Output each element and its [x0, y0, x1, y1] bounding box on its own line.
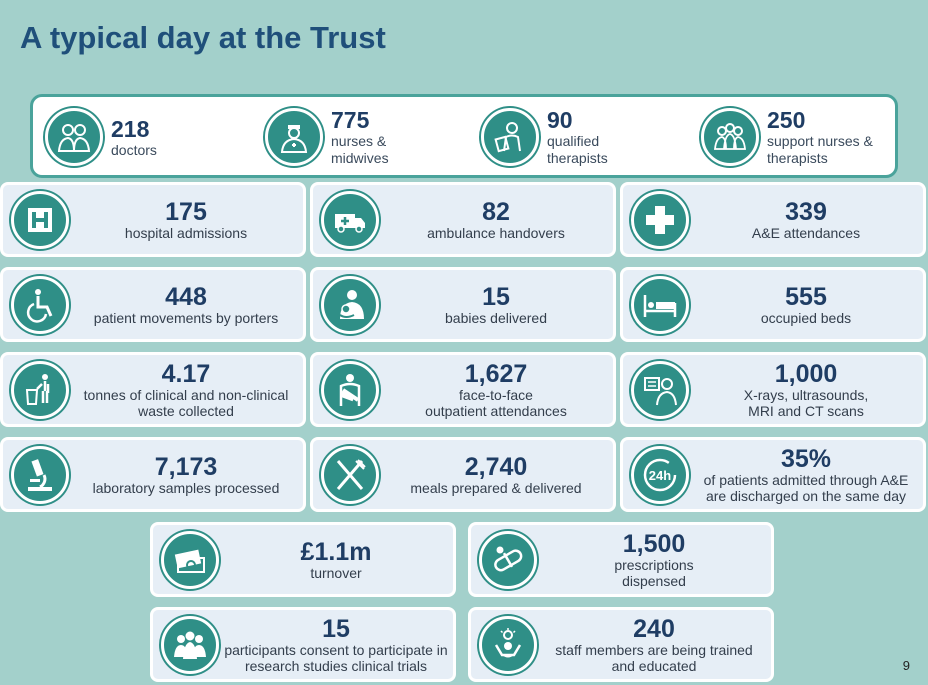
stat-label: occupied beds [760, 309, 852, 326]
stat-card-ambulance-handovers: 82 ambulance handovers [310, 182, 616, 257]
arm-sling-icon [321, 360, 379, 419]
stat-value: 175 [165, 197, 207, 226]
staff-value: 775 [331, 107, 370, 133]
staff-label: qualified [547, 133, 600, 149]
stat-label: ambulance handovers [427, 224, 565, 241]
stat-label: A&E attendances [751, 224, 861, 241]
medical-cross-icon [631, 190, 689, 249]
ambulance-icon [321, 190, 379, 249]
stat-label: waste collected [138, 402, 234, 419]
stat-label: patient movements by porters [93, 309, 279, 326]
staff-label: therapists [547, 150, 608, 166]
stat-card-occupied-beds: 555 occupied beds [620, 267, 926, 342]
stat-card-prescriptions: 1,500 prescriptions dispensed [468, 522, 774, 597]
stat-label: and educated [611, 657, 697, 674]
page-title: A typical day at the Trust [20, 20, 386, 55]
stat-card-scans: 1,000 X-rays, ultrasounds, MRI and CT sc… [620, 352, 926, 427]
stat-label: staff members are being trained [555, 641, 753, 658]
stat-card-waste-collected: 4.17 tonnes of clinical and non-clinical… [0, 352, 306, 427]
stat-card-staff-training: 240 staff members are being trained and … [468, 607, 774, 682]
mother-baby-icon [321, 275, 379, 334]
stat-label: outpatient attendances [425, 402, 567, 419]
stat-value: 15 [482, 282, 510, 311]
stat-label: face-to-face [459, 386, 533, 403]
stat-value: 448 [165, 282, 207, 311]
xray-icon [631, 360, 689, 419]
staff-value: 90 [547, 107, 573, 133]
stat-value: 1,627 [464, 359, 528, 388]
wheelchair-icon [11, 275, 69, 334]
therapist-icon [481, 108, 539, 166]
stat-card-same-day-discharge: 24h 35% of patients admitted through A&E… [620, 437, 926, 512]
page-number: 9 [902, 658, 910, 673]
stat-label: babies delivered [445, 309, 547, 326]
stat-label: prescriptions [614, 556, 694, 573]
stat-label: tonnes of clinical and non-clinical [83, 386, 289, 403]
stat-value: 82 [482, 197, 510, 226]
staff-label: doctors [111, 141, 157, 158]
waste-bin-icon [11, 360, 69, 419]
research-group-icon [161, 615, 219, 674]
stat-label: laboratory samples processed [92, 479, 280, 496]
stat-label: are discharged on the same day [705, 487, 906, 504]
money-icon [161, 530, 219, 589]
stat-value: 1,000 [774, 359, 838, 388]
stat-label: hospital admissions [124, 224, 248, 241]
staff-label: therapists [767, 150, 828, 166]
stat-label: MRI and CT scans [748, 402, 864, 419]
stat-value: 4.17 [161, 359, 211, 388]
cutlery-icon [321, 445, 379, 504]
staff-summary-panel: 218 doctors 775 nurses & midwives 90 qua… [30, 94, 898, 178]
stat-card-meals: 2,740 meals prepared & delivered [310, 437, 616, 512]
stat-label: participants consent to participate in [224, 641, 448, 658]
stat-card-outpatient-attendances: 1,627 face-to-face outpatient attendance… [310, 352, 616, 427]
stat-label: research studies clinical trials [244, 657, 428, 674]
stat-label: of patients admitted through A&E [703, 471, 909, 488]
bed-icon [631, 275, 689, 334]
staff-item-support: 250 support nurses & therapists [701, 105, 873, 169]
stat-value: 15 [322, 614, 350, 643]
support-staff-icon [701, 108, 759, 166]
stat-value: 339 [785, 197, 827, 226]
stat-label: turnover [310, 564, 362, 581]
staff-value: 218 [111, 115, 150, 142]
stat-value: 2,740 [464, 452, 528, 481]
stat-card-turnover: £1.1m turnover [150, 522, 456, 597]
staff-label: nurses & [331, 133, 387, 149]
stat-label: X-rays, ultrasounds, [743, 386, 869, 403]
stat-value: £1.1m [300, 537, 372, 566]
stat-card-hospital-admissions: 175 hospital admissions [0, 182, 306, 257]
hospital-icon [11, 190, 69, 249]
staff-item-therapists: 90 qualified therapists [481, 105, 608, 169]
stat-value: 240 [633, 614, 675, 643]
stat-card-babies-delivered: 15 babies delivered [310, 267, 616, 342]
doctors-icon [45, 108, 103, 166]
24h-label: 24h [649, 468, 671, 483]
staff-item-doctors: 218 doctors [45, 105, 157, 169]
staff-label: support nurses & [767, 133, 873, 149]
stat-card-porter-movements: 448 patient movements by porters [0, 267, 306, 342]
training-icon [479, 615, 537, 674]
stat-card-research-participants: 15 participants consent to participate i… [150, 607, 456, 682]
staff-value: 250 [767, 107, 806, 133]
stat-value: 555 [785, 282, 827, 311]
stat-label: meals prepared & delivered [410, 479, 582, 496]
staff-item-nurses: 775 nurses & midwives [265, 105, 389, 169]
stat-value: 7,173 [154, 452, 218, 481]
24h-icon: 24h [631, 445, 689, 504]
stat-value: 35% [780, 444, 832, 473]
stat-label: dispensed [622, 572, 686, 589]
pill-icon [479, 530, 537, 589]
nurse-icon [265, 108, 323, 166]
stat-card-laboratory-samples: 7,173 laboratory samples processed [0, 437, 306, 512]
stat-value: 1,500 [622, 529, 686, 558]
staff-label: midwives [331, 150, 389, 166]
microscope-icon [11, 445, 69, 504]
stat-card-ae-attendances: 339 A&E attendances [620, 182, 926, 257]
